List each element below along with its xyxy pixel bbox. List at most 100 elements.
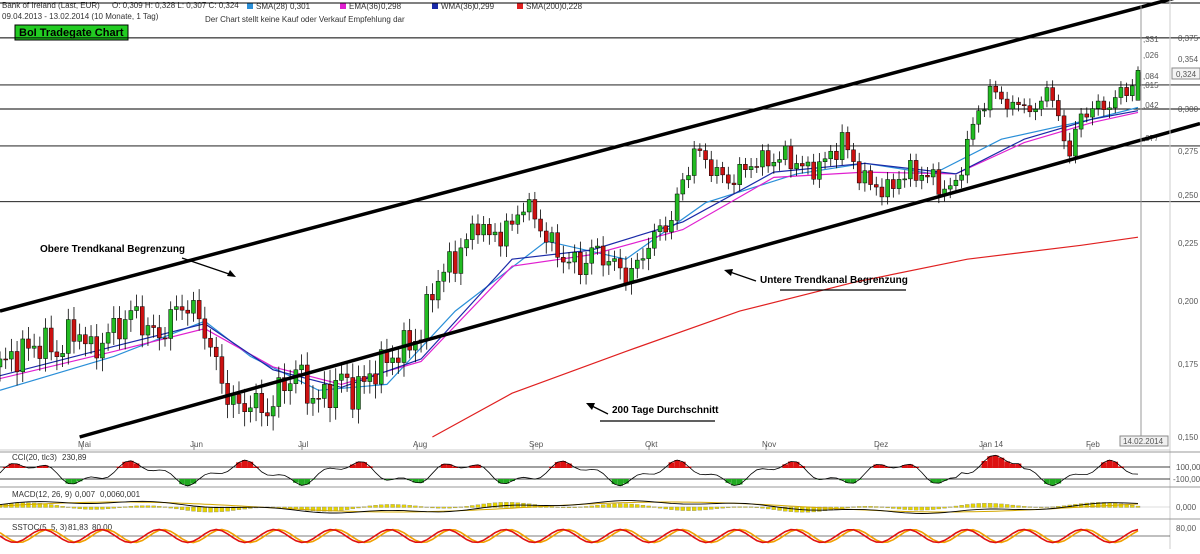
macd-hist-bar [135, 506, 139, 508]
candle-body [516, 215, 520, 224]
candle-body [305, 365, 309, 403]
macd-value-2: 0,001 [120, 490, 141, 499]
candle-body [766, 151, 770, 166]
candle-body [32, 346, 36, 348]
macd-hist-bar [556, 507, 560, 508]
x-tick-label: Sep [529, 440, 544, 449]
candle-body [1062, 116, 1066, 141]
candle-body [613, 259, 617, 262]
candle-body [914, 160, 918, 180]
candle-body [726, 175, 730, 183]
candle-body [0, 359, 2, 367]
candle-body [345, 374, 349, 378]
candle-body [15, 351, 19, 371]
candle-body [857, 162, 861, 183]
cci-overbought [993, 455, 999, 468]
macd-hist-bar [886, 507, 890, 508]
macd-hist-bar [601, 505, 605, 508]
macd-hist-bar [368, 506, 372, 508]
candle-body [351, 378, 355, 410]
candle-body [1039, 101, 1043, 109]
candle-body [1056, 100, 1060, 115]
candle-body [374, 374, 378, 384]
macd-hist-bar [624, 504, 628, 508]
sstoc-tick-80: 80,00 [1176, 524, 1197, 533]
candle-body [26, 339, 30, 348]
cci-oversold [737, 479, 743, 484]
candle-body [300, 365, 304, 370]
x-tick-label: Mai [78, 440, 91, 449]
cci-oversold [851, 479, 857, 483]
macd-hist-bar [613, 504, 617, 508]
macd-hist-bar [960, 505, 964, 507]
level-label-015: ,015 [1143, 81, 1159, 90]
candle-body [704, 151, 708, 160]
cci-overbought [982, 461, 988, 468]
macd-hist-bar [908, 507, 912, 510]
candle-body [61, 353, 65, 356]
macd-hist-bar [920, 507, 924, 510]
candle-body [487, 224, 491, 234]
macd-hist-bar [669, 507, 673, 510]
macd-hist-bar [95, 507, 99, 509]
macd-hist-bar [106, 507, 110, 509]
candle-body [903, 179, 907, 180]
cci-overbought [1010, 464, 1016, 468]
candle-body [994, 86, 998, 92]
candle-body [66, 320, 70, 354]
macd-hist-bar [652, 507, 656, 508]
chart-title: BoI Tradegate Chart [19, 27, 124, 39]
candle-body [891, 180, 895, 189]
candle-body [1079, 114, 1083, 129]
macd-hist-bar [44, 504, 48, 508]
macd-hist-bar [163, 507, 167, 508]
macd-hist-bar [379, 505, 383, 508]
lower-trend-annotation: Untere Trendkanal Begrenzung [760, 275, 908, 286]
macd-hist-bar [726, 507, 730, 508]
macd-hist-bar [914, 507, 918, 510]
macd-hist-bar [334, 507, 338, 511]
macd-hist-bar [954, 506, 958, 507]
candle-body [635, 260, 639, 268]
upper-trend-annotation: Obere Trendkanal Begrenzung [40, 244, 185, 255]
period-label: 09.04.2013 - 13.02.2014 (10 Monate, 1 Ta… [2, 12, 159, 21]
macd-hist-bar [66, 507, 70, 508]
candle-body [647, 248, 651, 258]
macd-hist-bar [846, 507, 850, 508]
candle-body [1017, 102, 1021, 104]
macd-hist-bar [1039, 507, 1043, 508]
x-tick-label: Jun [190, 440, 203, 449]
macd-hist-bar [1136, 506, 1140, 507]
cci-oversold [304, 479, 310, 484]
candle-body [396, 358, 400, 363]
macd-hist-bar [186, 507, 190, 511]
candle-body [72, 320, 76, 342]
cci-oversold [930, 479, 936, 483]
candle-body [863, 171, 867, 183]
macd-hist-bar [49, 505, 53, 508]
candle-body [573, 252, 577, 262]
macd-hist-bar [339, 507, 343, 510]
candle-body [123, 320, 127, 339]
macd-hist-bar [789, 507, 793, 512]
macd-hist-bar [590, 506, 594, 508]
macd-hist-bar [641, 505, 645, 507]
candle-body [1102, 101, 1106, 110]
candle-body [624, 268, 628, 283]
macd-hist-bar [283, 507, 287, 508]
cci-oversold [191, 479, 197, 484]
cci-overbought [236, 462, 242, 468]
candle-body [21, 339, 25, 372]
cci-oversold [498, 479, 504, 483]
candle-body [271, 407, 275, 416]
cci-overbought [555, 462, 561, 468]
macd-hist-bar [550, 507, 554, 508]
candle-body [937, 170, 941, 195]
candle-body [692, 149, 696, 176]
macd-hist-bar [857, 506, 861, 507]
candle-body [129, 311, 133, 320]
candle-body [931, 170, 935, 177]
cci-overbought [782, 464, 788, 468]
candle-body [163, 338, 167, 339]
candle-body [829, 151, 833, 159]
